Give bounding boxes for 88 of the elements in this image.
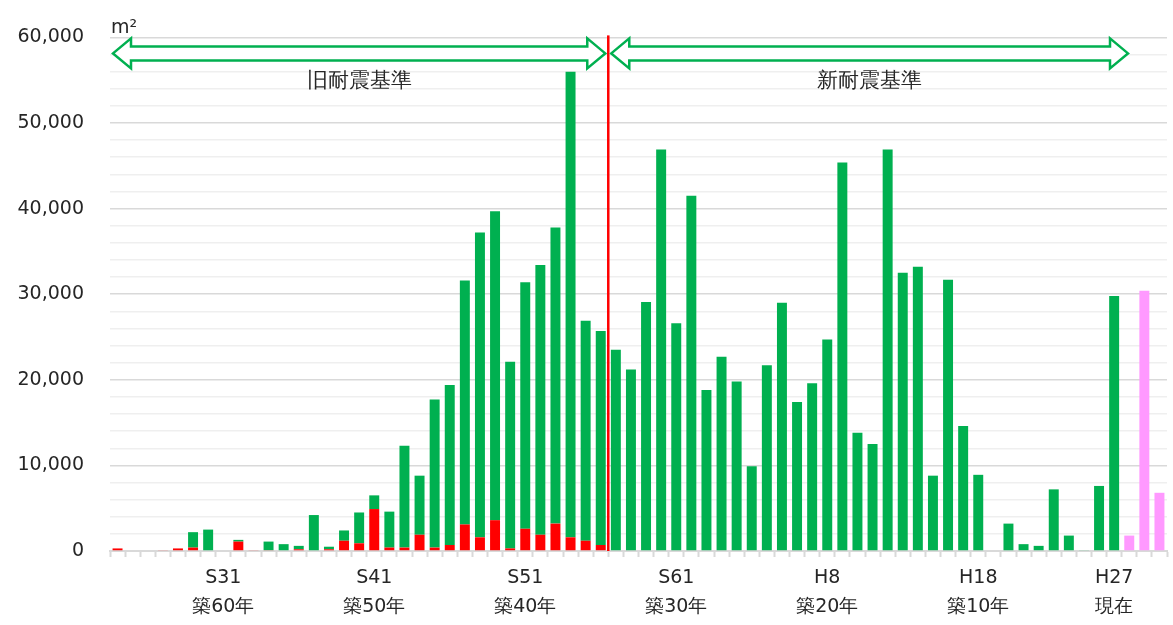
x-tick-label: S51 築40年 (494, 565, 557, 616)
bar (792, 402, 803, 551)
bar (595, 545, 606, 551)
bar (339, 530, 350, 541)
bar (444, 384, 455, 546)
bar (1109, 295, 1120, 551)
bar (565, 537, 576, 551)
bar (474, 537, 485, 551)
bar (308, 515, 319, 551)
bar (414, 475, 425, 535)
bar (716, 356, 727, 551)
bar (625, 369, 636, 551)
bar (1048, 489, 1059, 551)
bar (776, 302, 787, 551)
bar (490, 211, 501, 521)
bar (520, 282, 531, 529)
bar (927, 475, 938, 551)
x-tick-label: S61 築30年 (645, 565, 708, 616)
bar (580, 540, 591, 551)
bar (1063, 535, 1074, 551)
bar (1124, 535, 1135, 551)
bar (958, 426, 969, 551)
bar (852, 432, 863, 551)
bar (701, 390, 712, 551)
bar (354, 543, 365, 551)
bar (369, 509, 380, 551)
bar (369, 495, 380, 510)
bar (459, 524, 470, 551)
bar (867, 444, 878, 551)
bar (761, 365, 772, 551)
x-tick-label: H27 現在 (1094, 565, 1134, 616)
x-tick-label: S31 築60年 (192, 565, 255, 616)
bar (550, 227, 561, 524)
bar (490, 520, 501, 551)
bar (459, 280, 470, 525)
bar (535, 534, 546, 551)
x-tick-label: S41 築50年 (343, 565, 406, 616)
bar (943, 279, 954, 551)
bar (897, 272, 908, 551)
bar (263, 541, 274, 551)
bar (731, 381, 742, 551)
annotation: 旧耐震基準 (306, 67, 412, 92)
y-tick-label: 10,000 (17, 452, 84, 475)
bar (474, 232, 485, 538)
bar (837, 162, 848, 551)
x-tick-label: H8 築20年 (796, 565, 859, 616)
bar (354, 512, 365, 544)
bar (1139, 290, 1150, 551)
bar (565, 71, 576, 538)
bar (1154, 492, 1165, 551)
y-tick-label: 60,000 (17, 24, 84, 47)
y-tick-label: 30,000 (17, 281, 84, 304)
bar (912, 266, 923, 551)
bar (746, 466, 757, 551)
bar (399, 445, 410, 548)
bar (641, 301, 652, 551)
bar (188, 532, 199, 548)
y-tick-label: 20,000 (17, 366, 84, 389)
bar (339, 540, 350, 551)
bar (1018, 544, 1029, 551)
y-axis-title: m² (111, 15, 138, 38)
bar (671, 323, 682, 551)
bar (656, 149, 667, 551)
bar (580, 320, 591, 541)
bar (822, 339, 833, 551)
bar (973, 474, 984, 551)
bar (233, 541, 244, 551)
bar (520, 528, 531, 551)
bar (429, 399, 440, 548)
bar (384, 511, 395, 548)
bar (414, 534, 425, 551)
bar (686, 195, 697, 551)
bar (505, 361, 516, 549)
bar (278, 544, 289, 551)
bar (203, 529, 214, 551)
y-tick-label: 0 (71, 537, 84, 560)
y-tick-label: 50,000 (17, 109, 84, 132)
y-tick-label: 40,000 (17, 195, 84, 218)
bar (807, 383, 818, 551)
bar (1003, 523, 1014, 551)
bar (550, 523, 561, 551)
annotation: 新耐震基準 (817, 67, 923, 92)
bar (1033, 545, 1044, 551)
bar (1094, 485, 1105, 551)
bar (535, 265, 546, 535)
bar (882, 149, 893, 551)
x-tick-label: H18 築10年 (947, 565, 1010, 616)
bar (444, 545, 455, 551)
